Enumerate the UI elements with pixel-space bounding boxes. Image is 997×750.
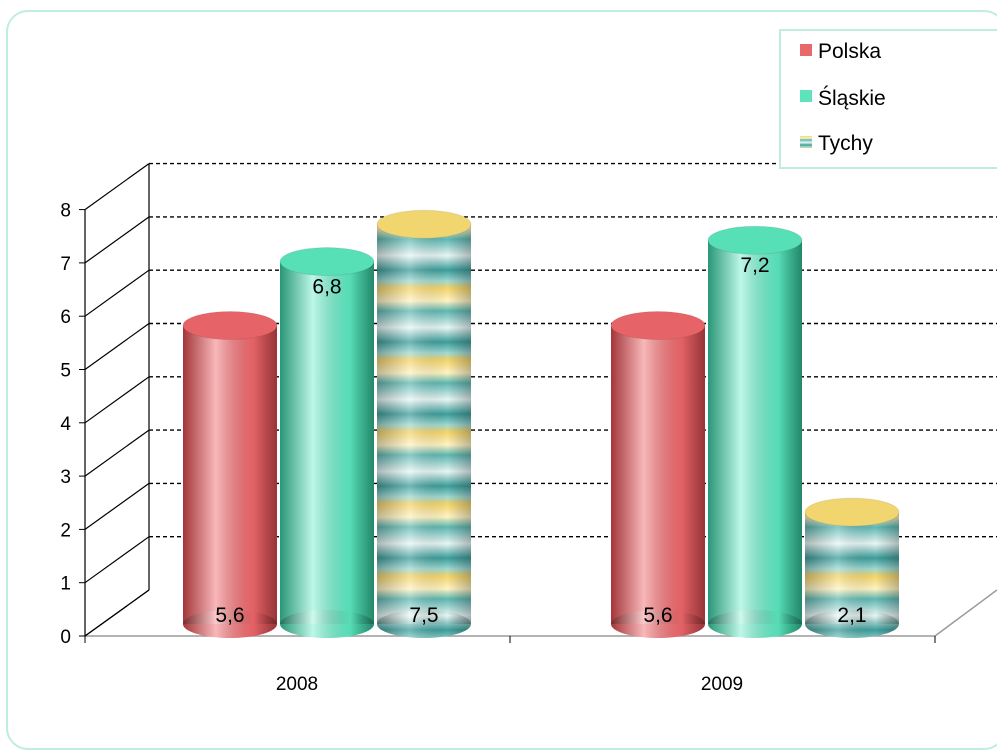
bar-top: [707, 225, 803, 255]
wall-gridline: [84, 429, 150, 477]
data-labels: 5,6 6,8 7,5 5,6 7,2 2,1: [215, 254, 866, 627]
legend-swatch: [800, 44, 812, 56]
legend-item-tychy: Tychy: [800, 132, 873, 155]
y-tick-label: 7: [60, 254, 71, 275]
y-tick-label: 0: [60, 627, 71, 648]
wall-gridline: [84, 589, 150, 637]
wall-gridline: [84, 323, 150, 370]
data-label: 6,8: [312, 276, 341, 299]
legend-label: Śląskie: [818, 86, 886, 110]
bar-base-shading: [611, 610, 705, 638]
bar-top: [610, 311, 706, 341]
bar-shading: [183, 325, 277, 624]
legend-label: Polska: [818, 40, 881, 63]
bar-top: [279, 247, 375, 277]
y-tick-label: 2: [60, 520, 71, 541]
bar-base-shading: [708, 610, 802, 638]
bar-lskie-2008: [279, 247, 375, 638]
bar-base-shading: [377, 610, 471, 638]
bar-shading: [280, 261, 374, 624]
data-label: 5,6: [643, 604, 672, 627]
x-tick-label: 2009: [701, 674, 743, 695]
bar-tychy-2009: [804, 497, 900, 638]
bar-shading: [611, 325, 705, 624]
bar-base-shading: [183, 610, 277, 638]
wall-gridline: [84, 536, 150, 584]
wall-gridline: [84, 163, 150, 211]
legend-label: Tychy: [818, 132, 873, 155]
y-tick-label: 3: [60, 467, 71, 488]
wall-gridline: [84, 482, 150, 530]
bar-top: [376, 209, 472, 239]
wall-gridline: [84, 216, 150, 264]
legend-swatch: [800, 90, 812, 102]
y-tick-label: 5: [60, 361, 71, 382]
bar-top: [804, 497, 900, 527]
bar-polska-2008: [182, 311, 278, 638]
legend-item-polska: Polska: [800, 40, 881, 63]
legend-item-slaskie: Śląskie: [800, 86, 886, 110]
bar-top: [182, 311, 278, 341]
legend: Polska Śląskie Tychy: [779, 29, 997, 169]
y-tick-label: 6: [60, 307, 71, 328]
bar-lskie-2009: [707, 225, 803, 638]
wall-gridline: [84, 376, 150, 424]
data-label: 7,2: [740, 254, 769, 277]
bar-base-shading: [805, 610, 899, 638]
wall-gridline: [84, 269, 150, 317]
bar-polska-2009: [610, 311, 706, 638]
bar-base-shading: [280, 610, 374, 638]
bar-shading: [377, 224, 471, 624]
bar-tychy-2008: [376, 209, 472, 638]
bars: [182, 209, 900, 638]
bar-shading: [805, 512, 899, 624]
data-label: 5,6: [215, 604, 244, 627]
data-label: 7,5: [409, 604, 438, 627]
x-tick-label: 2008: [276, 674, 318, 695]
y-tick-label: 4: [60, 414, 71, 435]
bar-shading: [708, 240, 802, 625]
legend-swatch: [800, 136, 812, 148]
y-tick-label: 8: [60, 201, 71, 222]
y-tick-label: 1: [60, 574, 71, 595]
data-label: 2,1: [837, 604, 866, 627]
